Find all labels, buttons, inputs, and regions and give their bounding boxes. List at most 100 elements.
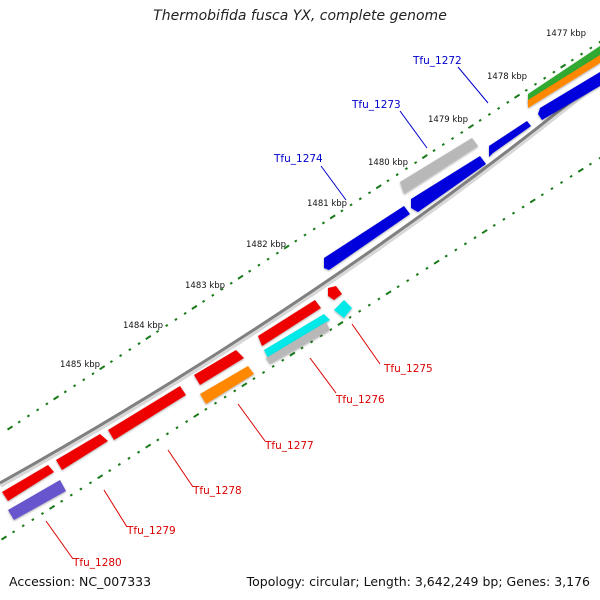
gene-label: Tfu_1279 (126, 525, 176, 537)
gene-block-gray (266, 322, 330, 364)
gene-leader-line (309, 357, 337, 394)
upper-tick (220, 287, 224, 291)
gene-block-blue (411, 156, 486, 212)
kbp-label: 1478 kbp (487, 72, 527, 82)
gene-block-red (108, 386, 186, 440)
lower-tick (108, 469, 112, 473)
lower-tick (60, 499, 64, 503)
upper-tick (340, 209, 344, 213)
lower-tick (406, 279, 410, 283)
upper-tick (155, 329, 160, 334)
upper-tick (82, 378, 86, 382)
gene-block-red (194, 350, 244, 385)
kbp-label: 1483 kbp (185, 281, 225, 291)
gene-block-blue (324, 206, 410, 270)
upper-tick (375, 184, 382, 190)
upper-tick (294, 239, 298, 243)
lower-tick (329, 328, 333, 332)
upper-tick (467, 123, 474, 129)
tick-marks (0, 40, 600, 541)
lower-tick (569, 174, 573, 178)
lower-tick (598, 156, 600, 160)
lower-tick (550, 187, 554, 191)
upper-tick (570, 58, 574, 62)
upper-tick (183, 311, 187, 315)
lower-tick (117, 462, 121, 466)
lower-tick (454, 248, 458, 252)
upper-tick (414, 161, 418, 165)
gene-leader-line (320, 165, 347, 201)
lower-tick (337, 321, 344, 326)
kbp-label: 1481 kbp (307, 199, 347, 209)
upper-tick (478, 118, 482, 122)
gene-label: Tfu_1278 (192, 485, 242, 497)
upper-tick (257, 263, 261, 267)
upper-tick (91, 372, 95, 376)
lower-tick (529, 198, 536, 204)
lower-tick (310, 340, 314, 344)
lower-tick (12, 530, 16, 534)
gene-block-orange (528, 55, 600, 108)
upper-tick (367, 191, 372, 195)
gene-features (2, 46, 600, 520)
upper-tick (506, 100, 510, 104)
lower-tick (241, 382, 248, 388)
upper-tick (17, 420, 21, 424)
upper-tick (487, 112, 491, 116)
gene-label: Tfu_1280 (72, 557, 122, 569)
gene-leader-line (103, 489, 128, 528)
lower-tick (175, 426, 179, 430)
lower-tick (511, 211, 516, 215)
gene-label: Tfu_1272 (412, 55, 462, 67)
lower-tick (88, 481, 93, 485)
upper-tick (128, 348, 132, 352)
lower-tick (289, 351, 296, 357)
upper-tick (441, 143, 445, 147)
lower-tick (136, 450, 141, 454)
upper-tick (72, 384, 77, 388)
upper-tick (165, 323, 169, 327)
gene-leader-line (45, 520, 74, 560)
upper-tick (275, 251, 279, 255)
upper-tick (598, 40, 600, 44)
upper-tick (26, 414, 31, 418)
lower-tick (433, 259, 440, 265)
lower-tick (415, 272, 419, 276)
kbp-label: 1479 kbp (428, 115, 468, 125)
backbone-shadow (0, 77, 600, 488)
upper-tick (395, 173, 399, 177)
lower-tick (348, 315, 352, 319)
lower-tick (463, 242, 468, 246)
upper-tick (229, 281, 233, 285)
backbone (0, 76, 600, 485)
upper-tick (450, 136, 455, 141)
gene-block-orange (200, 366, 254, 404)
gene-leader-line (399, 110, 428, 149)
gene-block-cyan (264, 314, 330, 358)
lower-tick (281, 358, 285, 362)
upper-tick (386, 179, 390, 183)
lower-tick (48, 504, 56, 510)
lower-tick (223, 395, 227, 399)
genome-stats-text: Topology: circular; Length: 3,642,249 bp… (246, 574, 590, 589)
upper-tick (191, 304, 198, 310)
gene-block-blue (538, 72, 600, 120)
upper-tick (283, 244, 290, 250)
upper-tick (432, 149, 436, 153)
lower-tick (31, 518, 35, 522)
gene-block-red (258, 300, 321, 346)
kbp-label: 1485 kbp (60, 360, 100, 370)
lower-tick (396, 285, 400, 289)
lower-tick (588, 162, 592, 166)
lower-tick (97, 474, 104, 480)
lower-tick (204, 407, 208, 411)
lower-tick (213, 401, 218, 405)
gene-block-red (2, 465, 54, 501)
gene-leader-line (167, 449, 194, 488)
lower-tick (69, 493, 73, 497)
gene-label: Tfu_1276 (335, 394, 385, 406)
gene-block-blue (489, 121, 531, 157)
lower-tick (492, 223, 496, 227)
lower-tick (358, 309, 362, 313)
upper-tick (460, 130, 464, 134)
